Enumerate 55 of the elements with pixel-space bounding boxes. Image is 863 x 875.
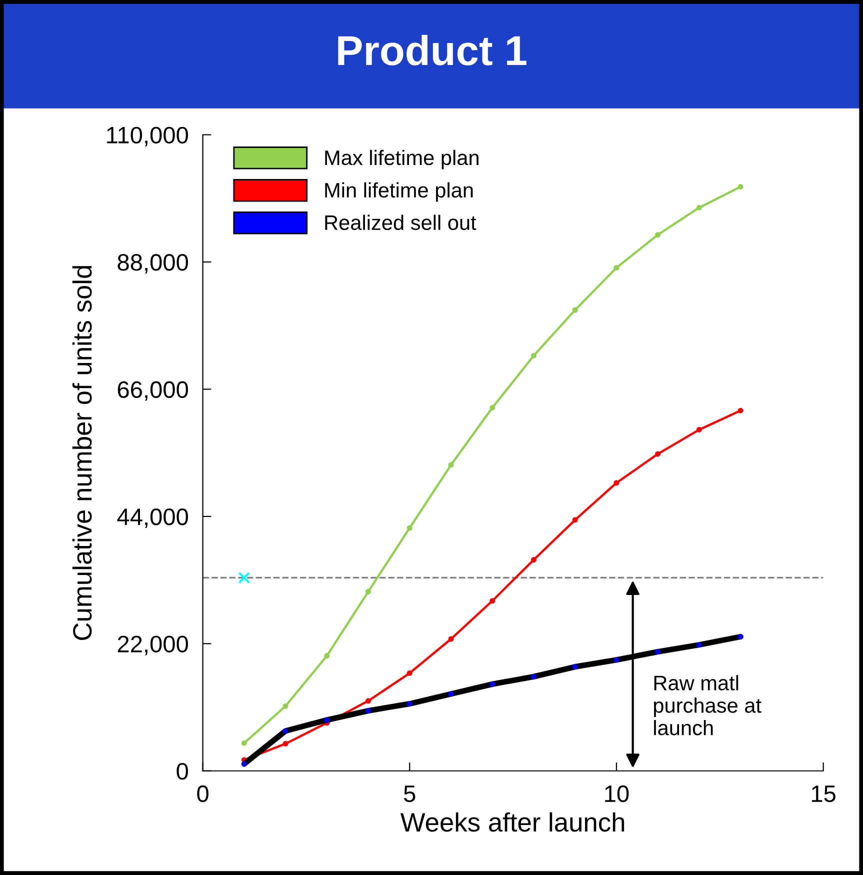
- legend-label: Realized sell out: [325, 214, 476, 230]
- point: [696, 204, 702, 210]
- point: [738, 634, 744, 640]
- point: [614, 264, 620, 271]
- x-tick-label: 15: [812, 786, 836, 802]
- point: [406, 701, 412, 707]
- point: [655, 232, 661, 238]
- point: [490, 598, 496, 604]
- point: [406, 670, 412, 676]
- legend-label: Max lifetime plan: [325, 150, 478, 170]
- point: [324, 717, 330, 723]
- point: [490, 404, 496, 410]
- point: [530, 674, 537, 680]
- legend-label: Min lifetime plan: [325, 182, 473, 202]
- point: [448, 462, 454, 468]
- point: [365, 708, 372, 714]
- point: [282, 740, 288, 746]
- y-tick-label: 0: [176, 762, 188, 780]
- point: [241, 740, 247, 746]
- x-tick-label: 10: [605, 785, 629, 802]
- y-tick-label: 44,000: [117, 508, 188, 528]
- point: [238, 572, 250, 584]
- point: [738, 184, 744, 190]
- point: [282, 703, 288, 709]
- point: [448, 636, 454, 642]
- point: [572, 517, 578, 523]
- x-tick-label: 0: [197, 785, 208, 802]
- point: [530, 557, 537, 563]
- x-axis-title: Weeks after launch: [400, 812, 624, 832]
- point: [241, 761, 247, 767]
- annotation: Raw matl purchase at launch: [654, 675, 762, 736]
- point: [490, 681, 496, 687]
- point: [738, 408, 744, 414]
- x-tick-label: 5: [404, 786, 416, 802]
- point: [448, 691, 454, 697]
- y-tick-label: 88,000: [118, 254, 188, 274]
- y-tick-label: 110,000: [107, 126, 188, 146]
- point: [655, 451, 661, 457]
- chart-title: Product 1: [338, 34, 526, 66]
- point: [696, 642, 702, 648]
- point: [282, 728, 288, 734]
- point: [572, 664, 578, 670]
- point: [365, 698, 372, 704]
- y-tick-label: 22,000: [118, 636, 188, 656]
- point: [406, 525, 412, 531]
- point: [655, 648, 661, 655]
- point: [614, 480, 620, 486]
- point: [696, 426, 702, 432]
- y-tick-label: 66,000: [118, 381, 188, 401]
- point: [324, 653, 330, 659]
- y-axis-title: Cumulative number of units sold: [72, 266, 92, 640]
- point: [614, 657, 620, 663]
- point: [572, 307, 578, 313]
- point: [365, 588, 372, 594]
- point: [530, 352, 537, 358]
